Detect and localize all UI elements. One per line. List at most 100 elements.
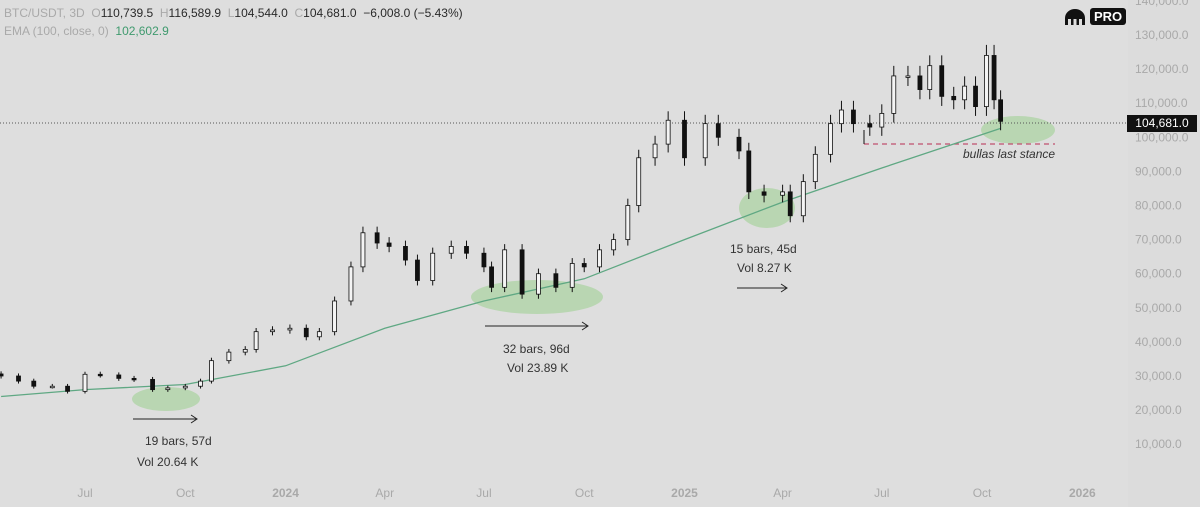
annotation-2-vol: Vol 23.89 K	[507, 361, 568, 375]
candle	[927, 55, 933, 100]
candle	[374, 226, 380, 249]
candle	[553, 268, 559, 293]
arrows	[133, 283, 788, 424]
candle	[348, 261, 354, 306]
x-tick-label: 2024	[272, 486, 299, 500]
candle	[150, 376, 155, 392]
candle	[303, 324, 309, 341]
candle	[182, 383, 188, 391]
annotation-4-label: bullas last stance	[963, 147, 1055, 161]
candle	[939, 55, 945, 106]
change-value: −6,008.0 (−5.43%)	[363, 6, 463, 20]
candle	[715, 114, 721, 146]
ema-line	[1, 127, 1001, 398]
indicator-value: 102,602.9	[115, 24, 169, 38]
candle	[316, 328, 322, 341]
y-tick-label: 60,000.0	[1135, 267, 1182, 281]
candle	[403, 240, 408, 266]
y-tick-label: 50,000.0	[1135, 301, 1182, 315]
candle	[489, 261, 494, 293]
kraken-icon	[1065, 8, 1085, 25]
candle	[746, 142, 752, 200]
candle	[209, 357, 214, 384]
candle	[49, 383, 55, 389]
arrow-icon	[485, 321, 589, 331]
candle	[636, 149, 642, 213]
candle	[448, 240, 454, 259]
y-tick-label: 10,000.0	[1135, 437, 1182, 451]
x-tick-label: Jul	[874, 486, 889, 500]
price-axis-panel[interactable]	[1128, 0, 1200, 507]
candle	[481, 247, 487, 273]
indicator-legend[interactable]: EMA (100, close, 0) 102,602.9	[4, 24, 169, 38]
candle	[905, 65, 911, 86]
candle	[917, 65, 923, 100]
candle	[253, 328, 259, 353]
candle	[287, 324, 293, 334]
x-tick-label: Apr	[375, 486, 394, 500]
candle	[800, 174, 806, 223]
candle	[360, 226, 366, 273]
candle	[97, 371, 103, 378]
candle	[682, 111, 687, 166]
candle	[828, 114, 833, 163]
candle	[82, 371, 88, 394]
candle	[839, 100, 844, 133]
y-tick-label: 140,000.0	[1135, 0, 1189, 8]
candle	[761, 184, 767, 203]
candle	[780, 184, 785, 203]
candle	[198, 378, 203, 389]
candle	[973, 76, 978, 116]
open-value: 110,739.5	[100, 6, 154, 20]
candle	[984, 44, 989, 116]
y-tick-label: 130,000.0	[1135, 28, 1189, 42]
y-tick-label: 20,000.0	[1135, 403, 1182, 417]
kraken-pro-logo: PRO	[1063, 8, 1127, 25]
candle	[464, 240, 469, 259]
candle	[736, 128, 742, 160]
candle	[0, 371, 4, 379]
close-label: C	[294, 6, 304, 20]
x-tick-label: Oct	[575, 486, 594, 500]
high-label: H	[159, 6, 169, 20]
candle	[502, 244, 508, 293]
candle	[165, 385, 171, 392]
candle	[270, 326, 275, 336]
y-tick-label: 80,000.0	[1135, 199, 1182, 213]
candle	[812, 146, 818, 190]
x-tick-label: Oct	[176, 486, 195, 500]
candle	[415, 254, 420, 286]
x-tick-label: 2025	[671, 486, 698, 500]
open-label: O	[91, 6, 101, 20]
x-tick-label: Apr	[773, 486, 792, 500]
candle	[787, 184, 793, 223]
accumulation-zone-1	[132, 387, 200, 411]
candle	[116, 372, 122, 381]
candle	[597, 244, 602, 273]
arrow-icon	[737, 283, 788, 293]
x-tick-label: Oct	[973, 486, 992, 500]
y-tick-label: 40,000.0	[1135, 335, 1182, 349]
candle	[998, 90, 1003, 131]
candle	[879, 104, 885, 136]
y-tick-label: 100,000.0	[1135, 130, 1189, 144]
candle	[16, 373, 21, 384]
y-tick-label: 120,000.0	[1135, 62, 1189, 76]
low-value: 104,544.0	[234, 6, 288, 20]
pro-badge: PRO	[1090, 8, 1127, 25]
candle	[867, 114, 873, 136]
candle	[665, 111, 671, 153]
y-tick-label: 70,000.0	[1135, 233, 1182, 247]
candle	[581, 258, 587, 273]
candle	[891, 65, 897, 123]
accumulation-zone-2	[471, 280, 603, 314]
candle	[31, 378, 37, 389]
annotation-3-vol: Vol 8.27 K	[737, 261, 792, 275]
indicator-label: EMA (100, close, 0)	[4, 24, 109, 38]
annotation-3-bars: 15 bars, 45d	[730, 242, 797, 256]
symbol-label[interactable]: BTC/USDT, 3D	[4, 6, 85, 20]
candle	[332, 296, 338, 336]
y-tick-label: 30,000.0	[1135, 369, 1182, 383]
annotation-1-vol: Vol 20.64 K	[137, 455, 198, 469]
